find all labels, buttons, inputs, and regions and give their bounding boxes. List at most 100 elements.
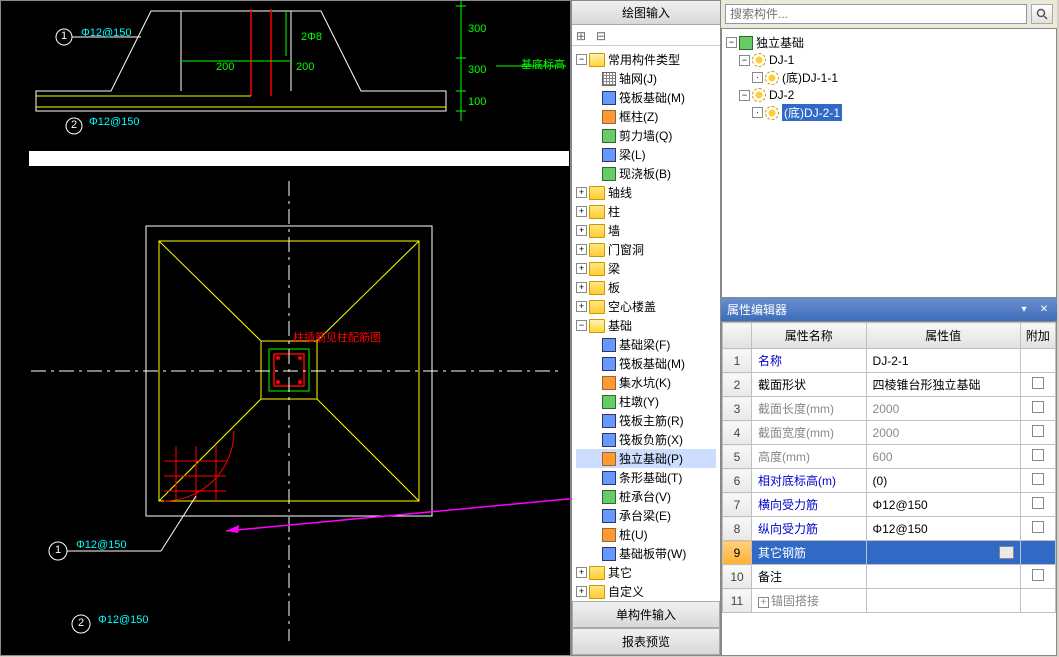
tree-folder[interactable]: −常用构件类型 <box>576 50 716 69</box>
expander-icon[interactable]: · <box>752 72 763 83</box>
property-extra[interactable] <box>1020 565 1055 589</box>
property-extra[interactable] <box>1020 397 1055 421</box>
expander-icon[interactable]: − <box>739 55 750 66</box>
close-icon[interactable]: ✕ <box>1037 304 1051 316</box>
tree-item[interactable]: 集水坑(K) <box>576 373 716 392</box>
expander-icon[interactable]: + <box>576 263 587 274</box>
property-extra[interactable] <box>1020 445 1055 469</box>
property-value[interactable] <box>866 565 1020 589</box>
search-button[interactable] <box>1031 4 1053 24</box>
tree-folder[interactable]: +门窗洞 <box>576 240 716 259</box>
tree-folder[interactable]: +梁 <box>576 259 716 278</box>
property-value[interactable]: 600 <box>866 445 1020 469</box>
expander-icon[interactable]: + <box>576 206 587 217</box>
property-row[interactable]: 2截面形状四棱锥台形独立基础 <box>723 373 1056 397</box>
expander-icon[interactable]: + <box>576 225 587 236</box>
tree-folder[interactable]: +轴线 <box>576 183 716 202</box>
expand-icon[interactable]: + <box>758 597 769 608</box>
property-row[interactable]: 7横向受力筋Φ12@150 <box>723 493 1056 517</box>
property-table[interactable]: 属性名称 属性值 附加 1名称DJ-2-12截面形状四棱锥台形独立基础3截面长度… <box>721 321 1057 656</box>
tree-item[interactable]: 轴网(J) <box>576 69 716 88</box>
property-extra[interactable] <box>1020 493 1055 517</box>
expander-icon[interactable]: + <box>576 567 587 578</box>
property-row[interactable]: 10备注 <box>723 565 1056 589</box>
property-extra[interactable] <box>1020 349 1055 373</box>
tree-item[interactable]: 基础梁(F) <box>576 335 716 354</box>
property-value[interactable]: ⋯ <box>866 541 1020 565</box>
expander-icon[interactable]: + <box>576 301 587 312</box>
component-tree-item[interactable]: −DJ-2 <box>726 87 1052 103</box>
property-value[interactable]: 2000 <box>866 421 1020 445</box>
tree-item[interactable]: 筏板基础(M) <box>576 354 716 373</box>
ellipsis-button[interactable]: ⋯ <box>999 546 1014 559</box>
checkbox[interactable] <box>1032 473 1044 485</box>
property-value[interactable]: 2000 <box>866 397 1020 421</box>
tree-folder[interactable]: +自定义 <box>576 582 716 601</box>
property-value[interactable]: DJ-2-1 <box>866 349 1020 373</box>
property-row[interactable]: 1名称DJ-2-1 <box>723 349 1056 373</box>
property-extra[interactable] <box>1020 517 1055 541</box>
tree-item[interactable]: 独立基础(P) <box>576 449 716 468</box>
component-tree-item[interactable]: ·(底)DJ-2-1 <box>726 103 1052 122</box>
property-row[interactable]: 11+锚固搭接 <box>723 589 1056 613</box>
report-preview-tab[interactable]: 报表预览 <box>572 628 720 655</box>
property-value[interactable]: Φ12@150 <box>866 493 1020 517</box>
expander-icon[interactable]: − <box>576 320 587 331</box>
tree-item[interactable]: 筏板负筋(X) <box>576 430 716 449</box>
expander-icon[interactable]: + <box>576 244 587 255</box>
tree-item[interactable]: 梁(L) <box>576 145 716 164</box>
tree-item[interactable]: 筏板主筋(R) <box>576 411 716 430</box>
property-row[interactable]: 4截面宽度(mm)2000 <box>723 421 1056 445</box>
tree-folder[interactable]: +墙 <box>576 221 716 240</box>
expander-icon[interactable]: + <box>576 187 587 198</box>
tree-item[interactable]: 现浇板(B) <box>576 164 716 183</box>
property-extra[interactable] <box>1020 469 1055 493</box>
property-row[interactable]: 8纵向受力筋Φ12@150 <box>723 517 1056 541</box>
tree-item[interactable]: 柱墩(Y) <box>576 392 716 411</box>
expand-icon[interactable]: ⊞ <box>576 29 592 41</box>
property-extra[interactable] <box>1020 589 1055 613</box>
property-row[interactable]: 9其它钢筋⋯ <box>723 541 1056 565</box>
property-extra[interactable] <box>1020 373 1055 397</box>
collapse-icon[interactable]: ⊟ <box>596 29 612 41</box>
property-value[interactable]: Φ12@150 <box>866 517 1020 541</box>
search-input[interactable] <box>725 4 1027 24</box>
property-extra[interactable] <box>1020 541 1055 565</box>
tree-item[interactable]: 基础板带(W) <box>576 544 716 563</box>
tree-folder[interactable]: +板 <box>576 278 716 297</box>
property-value[interactable]: 四棱锥台形独立基础 <box>866 373 1020 397</box>
checkbox[interactable] <box>1032 377 1044 389</box>
component-type-tree[interactable]: −常用构件类型轴网(J)筏板基础(M)框柱(Z)剪力墙(Q)梁(L)现浇板(B)… <box>572 46 720 601</box>
tree-folder[interactable]: +柱 <box>576 202 716 221</box>
expander-icon[interactable]: + <box>576 586 587 597</box>
checkbox[interactable] <box>1032 401 1044 413</box>
checkbox[interactable] <box>1032 497 1044 509</box>
single-component-tab[interactable]: 单构件输入 <box>572 601 720 628</box>
tree-item[interactable]: 条形基础(T) <box>576 468 716 487</box>
tree-item[interactable]: 筏板基础(M) <box>576 88 716 107</box>
component-tree-item[interactable]: −独立基础 <box>726 33 1052 52</box>
checkbox[interactable] <box>1032 521 1044 533</box>
checkbox[interactable] <box>1032 569 1044 581</box>
tree-folder[interactable]: +其它 <box>576 563 716 582</box>
checkbox[interactable] <box>1032 425 1044 437</box>
property-row[interactable]: 3截面长度(mm)2000 <box>723 397 1056 421</box>
tree-item[interactable]: 框柱(Z) <box>576 107 716 126</box>
tree-folder[interactable]: −基础 <box>576 316 716 335</box>
component-tree-item[interactable]: −DJ-1 <box>726 52 1052 68</box>
property-value[interactable]: (0) <box>866 469 1020 493</box>
expander-icon[interactable]: − <box>739 90 750 101</box>
component-tree-item[interactable]: ·(底)DJ-1-1 <box>726 68 1052 87</box>
cad-viewport[interactable]: Φ12@150 Φ12@150 Φ12@150 Φ12@150 柱插筋见柱配筋图… <box>0 0 571 656</box>
expander-icon[interactable]: + <box>576 282 587 293</box>
property-value[interactable] <box>866 589 1020 613</box>
component-instance-tree[interactable]: −独立基础−DJ-1·(底)DJ-1-1−DJ-2·(底)DJ-2-1 <box>721 28 1057 298</box>
expander-icon[interactable]: − <box>726 37 737 48</box>
tree-folder[interactable]: +空心楼盖 <box>576 297 716 316</box>
property-row[interactable]: 6相对底标高(m)(0) <box>723 469 1056 493</box>
expander-icon[interactable]: · <box>752 107 763 118</box>
expander-icon[interactable]: − <box>576 54 587 65</box>
tree-item[interactable]: 剪力墙(Q) <box>576 126 716 145</box>
tree-item[interactable]: 桩承台(V) <box>576 487 716 506</box>
tree-item[interactable]: 承台梁(E) <box>576 506 716 525</box>
